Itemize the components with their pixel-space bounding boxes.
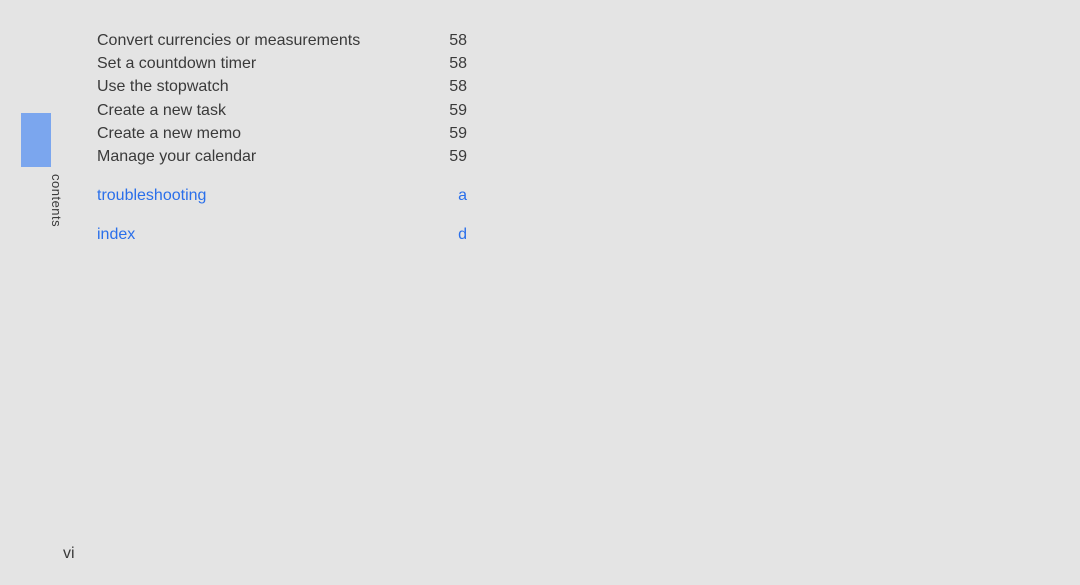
toc-label: troubleshooting [97,184,206,207]
toc-label: Use the stopwatch [97,75,229,98]
toc-label: Manage your calendar [97,145,256,168]
toc-label: Set a countdown timer [97,52,256,75]
toc-entry-highlight: troubleshooting a [97,184,467,207]
toc-entry: Manage your calendar 59 [97,145,467,168]
toc-entry: Use the stopwatch 58 [97,75,467,98]
toc-entry: Create a new memo 59 [97,122,467,145]
toc-page: 59 [449,99,467,122]
toc-page: 59 [449,122,467,145]
toc-label: Convert currencies or measurements [97,29,360,52]
section-label: contents [49,174,64,227]
toc-entry: Convert currencies or measurements 58 [97,29,467,52]
toc-entry-highlight: index d [97,223,467,246]
toc-page: 58 [449,52,467,75]
toc-label: index [97,223,135,246]
toc-page: 58 [449,75,467,98]
toc-page: 58 [449,29,467,52]
side-tab [21,113,51,167]
toc-page: a [458,184,467,207]
toc-label: Create a new task [97,99,226,122]
page: contents Convert currencies or measureme… [0,0,1080,585]
page-number: vi [63,545,75,563]
toc-entry: Create a new task 59 [97,99,467,122]
toc-page: 59 [449,145,467,168]
toc-entry: Set a countdown timer 58 [97,52,467,75]
toc-list: Convert currencies or measurements 58 Se… [97,29,467,251]
toc-page: d [458,223,467,246]
toc-label: Create a new memo [97,122,241,145]
